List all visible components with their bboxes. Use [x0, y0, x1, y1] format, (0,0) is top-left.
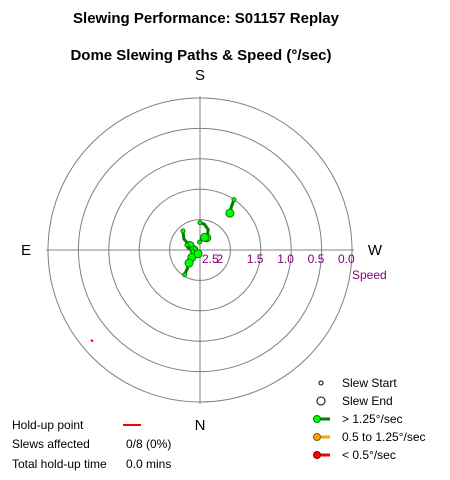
- compass-right: W: [368, 242, 383, 259]
- slew-end-marker-7: [184, 258, 194, 268]
- legend: Slew Start Slew End > 1.25°/sec 0.5 to 1…: [313, 376, 426, 462]
- radial-axis-label: Speed: [352, 268, 387, 282]
- legend-fast: > 1.25°/sec: [342, 412, 403, 426]
- holdup-stats: Hold-up point Slews affected 0/8 (0%) To…: [12, 418, 171, 471]
- chart-title: Slewing Performance: S01157 Replay: [73, 10, 340, 27]
- compass-top: S: [195, 67, 205, 84]
- legend-medium-marker: [313, 433, 321, 441]
- slew-end-marker-6: [193, 249, 203, 259]
- holdup-points: [90, 338, 94, 343]
- slew-end-marker-2: [200, 232, 210, 242]
- compass-left: E: [21, 242, 31, 259]
- radial-tick-label: 1.5: [247, 252, 264, 266]
- chart-subtitle: Dome Slewing Paths & Speed (°/sec): [70, 47, 331, 64]
- radial-tick-label: 2: [216, 252, 223, 266]
- radial-tick-label: 0.0: [338, 252, 355, 266]
- slew-start-marker-2: [197, 239, 203, 245]
- radial-tick-label: 2.5: [202, 252, 219, 266]
- total-holdup-value: 0.0 mins: [126, 457, 171, 471]
- slew-start-marker-4: [184, 242, 190, 248]
- legend-medium: 0.5 to 1.25°/sec: [342, 430, 426, 444]
- holdup-point-label: Hold-up point: [12, 418, 84, 432]
- slews-affected-label: Slews affected: [12, 437, 90, 451]
- compass-bottom: N: [195, 417, 206, 434]
- holdup-point-0: [90, 338, 94, 343]
- radial-tick-label: 0.5: [308, 252, 325, 266]
- slew-start-marker-3: [180, 228, 186, 234]
- slew-start-marker-7: [182, 272, 188, 278]
- radial-ticks: 2.52 1.5 1.0 0.5 0.0: [202, 252, 355, 266]
- polar-grid: [46, 96, 354, 404]
- legend-slew-start-marker: [318, 380, 324, 386]
- total-holdup-label: Total hold-up time: [12, 457, 107, 471]
- slew-end-marker-0: [225, 208, 235, 218]
- slews-affected-value: 0/8 (0%): [126, 437, 171, 451]
- legend-slew-end: Slew End: [342, 394, 393, 408]
- legend-fast-marker: [313, 415, 321, 423]
- radial-tick-label: 1.0: [277, 252, 294, 266]
- legend-slow-marker: [313, 451, 321, 459]
- slew-start-marker-0: [231, 197, 237, 203]
- slew-start-marker-1: [197, 220, 203, 226]
- legend-slew-start: Slew Start: [342, 376, 397, 390]
- legend-slow: < 0.5°/sec: [342, 448, 396, 462]
- legend-slew-end-marker: [316, 396, 326, 406]
- slew-paths: [180, 197, 237, 278]
